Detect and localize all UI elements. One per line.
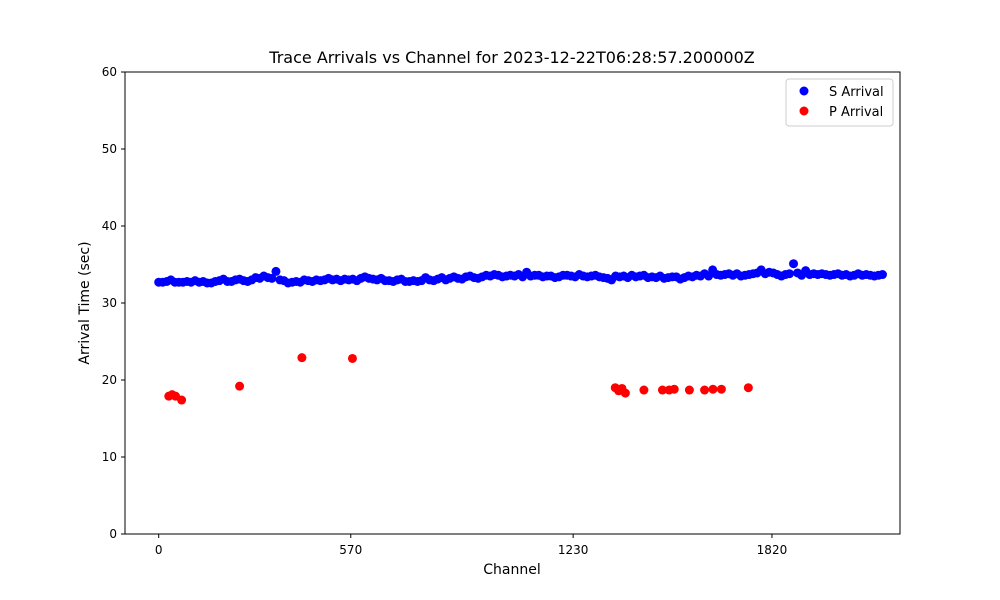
data-point [347,353,357,363]
legend: S Arrival P Arrival [785,78,894,127]
y-tick-label: 10 [102,450,117,464]
data-point [267,273,277,283]
y-tick-label: 0 [109,527,117,541]
legend-label: P Arrival [829,105,883,120]
x-tick-label: 1230 [558,543,589,557]
data-point [271,266,281,276]
data-point [708,384,718,394]
data-point [684,385,694,395]
data-point [789,259,799,269]
legend-box [785,78,894,127]
data-point [657,385,667,395]
data-point [620,388,630,398]
data-point [177,395,187,405]
plot-area: 0 570 1230 1820 0 10 20 30 40 50 60 [102,65,901,557]
y-tick-label: 20 [102,373,117,387]
chart-title: Trace Arrivals vs Channel for 2023-12-22… [268,48,754,67]
data-point [297,353,307,363]
x-tick-label: 1820 [757,543,788,557]
x-axis-label: Channel [483,562,540,578]
y-tick-label: 60 [102,65,117,79]
data-point [639,385,649,395]
legend-label: S Arrival [829,85,884,100]
data-point [716,384,726,394]
legend-marker [799,106,809,116]
data-point [700,385,710,395]
series-1 [164,353,753,405]
series-0 [154,259,887,288]
x-tick-label: 0 [155,543,163,557]
data-point [235,381,245,391]
data-point [743,383,753,393]
legend-marker [799,86,809,96]
data-point [877,270,887,280]
y-axis-label: Arrival Time (sec) [77,241,93,364]
data-point [669,384,679,394]
y-tick-label: 40 [102,219,117,233]
y-tick-label: 30 [102,296,117,310]
data-point [784,269,794,279]
x-tick-label: 570 [339,543,362,557]
y-tick-label: 50 [102,142,117,156]
